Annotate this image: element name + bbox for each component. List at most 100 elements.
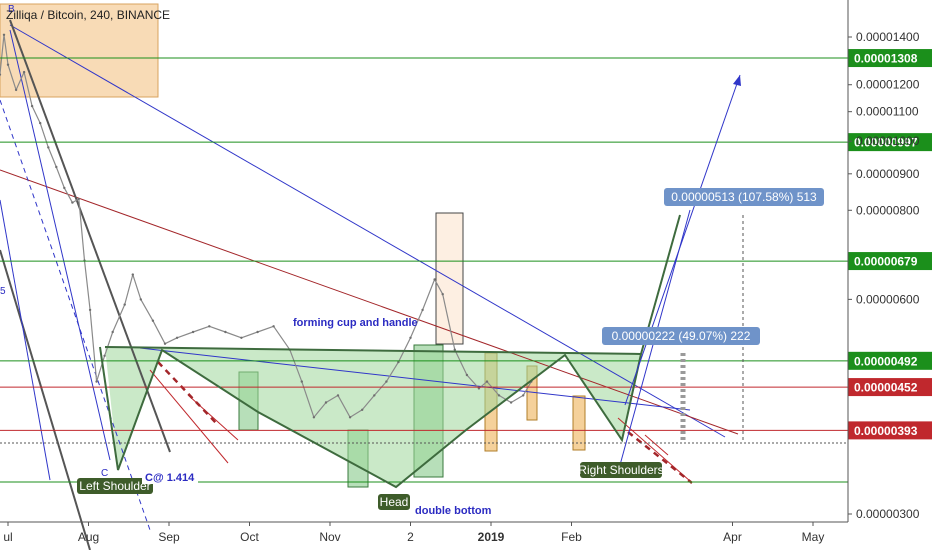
- price-point: [151, 319, 155, 322]
- cup-handle-label: forming cup and handle: [293, 317, 418, 329]
- price-level-badge: [848, 49, 932, 68]
- price-level-label: 0.00000997: [854, 136, 918, 150]
- price-point: [272, 325, 275, 328]
- price-point: [6, 63, 10, 66]
- price-series: [0, 33, 533, 419]
- price-point: [77, 197, 81, 201]
- price-point: [71, 201, 74, 204]
- price-point: [2, 33, 6, 36]
- price-point: [300, 380, 303, 383]
- price-point: [497, 394, 501, 397]
- x-tick-label: 2019: [478, 530, 505, 544]
- y-tick-label: 0.00000300: [856, 507, 920, 521]
- head-label-bg: [378, 494, 410, 510]
- price-point: [397, 360, 400, 364]
- x-tick-label: Nov: [319, 530, 340, 544]
- head-label: Head: [380, 495, 409, 509]
- neckline: [104, 346, 642, 355]
- orange-range-box: [572, 395, 586, 451]
- horizontal-levels: 0.00001308 0.00000997 0.00000679 0.00000492…: [0, 49, 932, 483]
- x-tick-label: Aug: [78, 530, 99, 544]
- y-tick-label: 0.00001000: [856, 134, 920, 148]
- fib-label: C@ 1.414: [145, 472, 195, 484]
- y-tick-label: 0.00001400: [856, 30, 920, 44]
- pattern-path: [99, 214, 681, 489]
- price-point: [477, 387, 481, 390]
- price-level-label: 0.00000679: [854, 255, 918, 269]
- price-point: [421, 308, 424, 312]
- price-point: [312, 416, 316, 419]
- red-trend-line: [0, 169, 739, 435]
- price-point: [139, 298, 142, 301]
- x-axis: ul Aug Sep Oct Nov 2 2019 Feb Apr May: [0, 521, 848, 544]
- price-point: [465, 373, 469, 377]
- price-point: [131, 273, 134, 276]
- right-shoulder-label-bg: [580, 462, 662, 478]
- x-tick-label: Feb: [561, 530, 582, 544]
- red-channel-line: [149, 369, 229, 464]
- head-and-shoulders-pattern: [99, 74, 744, 489]
- edge-label: 5: [0, 286, 6, 297]
- price-point: [224, 330, 227, 334]
- blue-trend-line: [9, 24, 726, 438]
- x-tick-label: 2: [407, 530, 414, 544]
- left-shoulder-label: Left Shoulder: [79, 479, 150, 493]
- price-point: [191, 330, 195, 334]
- price-point: [433, 278, 436, 281]
- price-level-label: 0.00000393: [854, 424, 918, 438]
- price-point: [0, 73, 2, 76]
- price-point: [175, 336, 179, 339]
- price-point: [88, 308, 92, 312]
- red-dashed-line: [627, 431, 693, 484]
- x-tick-label: ul: [3, 530, 12, 544]
- annotation-boxes: [0, 3, 641, 488]
- measure-label-1-bg: [664, 188, 824, 206]
- y-tick-label: 0.00000900: [856, 167, 920, 181]
- price-point: [409, 336, 412, 339]
- y-tick-label: 0.00000600: [856, 292, 920, 306]
- x-tick-label: May: [802, 530, 825, 544]
- blue-trend-line: [0, 199, 51, 481]
- black-trend-line: [9, 19, 171, 453]
- cup-pattern-fill: [105, 347, 641, 487]
- price-line: [0, 34, 532, 418]
- price-point: [240, 336, 243, 339]
- arrow-head: [733, 75, 741, 86]
- blue-trend-line: [139, 347, 691, 411]
- x-tick-label: Oct: [240, 530, 259, 544]
- price-point: [63, 186, 66, 190]
- point-c-label: C: [101, 468, 108, 479]
- price-level-label: 0.00000492: [854, 354, 918, 368]
- y-tick-label: 0.00000800: [856, 203, 920, 217]
- price-point: [123, 303, 126, 306]
- price-point: [509, 401, 513, 404]
- price-point: [103, 354, 106, 357]
- y-tick-label: 0.00001100: [856, 105, 919, 119]
- left-shoulder-label-bg: [77, 478, 153, 494]
- price-point: [256, 330, 259, 334]
- chart-title: Zilliqa / Bitcoin, 240, BINANCE: [6, 8, 170, 22]
- price-point: [111, 330, 114, 334]
- measure-label-2-bg: [602, 327, 760, 345]
- black-trend-line: [0, 249, 91, 550]
- y-tick-label: 0.00001200: [856, 78, 920, 92]
- blue-dashed-line: [0, 99, 151, 531]
- price-level-badge: [848, 351, 932, 370]
- price-point: [361, 408, 364, 411]
- price-level-label: 0.00000452: [854, 381, 918, 395]
- x-tick-label: Sep: [158, 530, 180, 544]
- price-point: [39, 121, 42, 125]
- price-point: [336, 394, 340, 397]
- price-point: [324, 401, 328, 404]
- price-point: [441, 293, 444, 296]
- price-point: [163, 342, 167, 345]
- price-level-badge: [848, 252, 932, 271]
- price-point: [485, 380, 489, 383]
- price-point: [453, 348, 456, 351]
- price-point: [208, 325, 211, 328]
- price-point: [30, 104, 34, 108]
- price-point: [95, 380, 98, 383]
- price-level-label: 0.00001308: [854, 52, 918, 66]
- fib-label-bg: [142, 470, 198, 484]
